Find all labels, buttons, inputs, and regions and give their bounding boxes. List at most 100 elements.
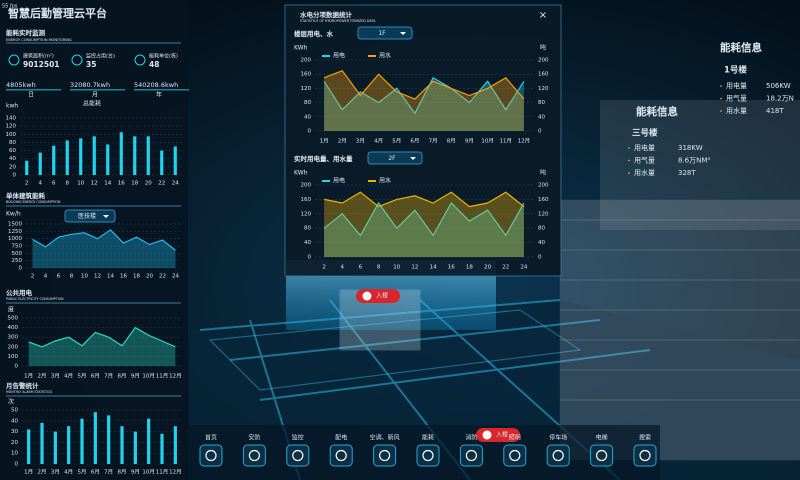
nav-button[interactable] [503,444,527,467]
x-tick-label: 10月 [142,373,155,380]
y-tick-label: 40 [9,156,16,162]
nav-button[interactable] [286,444,310,467]
x-tick-label: 2 [31,274,35,280]
x-tick-label: 10 [393,265,400,271]
y2-tick-label: 80 [538,226,545,232]
x-tick-label: 24 [172,181,179,187]
x-tick-label: 5月 [78,469,87,476]
x-tick-label: 20 [146,274,153,280]
nav-icon [292,449,304,462]
nav-button[interactable] [459,444,483,467]
nav-button[interactable] [242,444,266,467]
y2-tick-label: 120 [538,86,549,92]
nav-button[interactable] [373,444,397,467]
dropdown[interactable] [367,151,423,165]
y-tick-label: 0 [308,129,312,135]
area-fill [324,70,524,131]
y-tick-label: 20 [9,164,16,170]
nav-icon [639,449,651,462]
x-tick-label: 14 [107,274,114,280]
item-label: 用水量 [634,168,655,177]
x-tick-label: 10 [81,274,88,280]
legend-label: 用电 [333,52,345,60]
popup-title: 水电分项数据统计 [300,10,353,19]
y2-tick-label: 0 [538,255,542,261]
total-label: 年 [156,91,162,99]
total-bar [6,89,61,91]
x-tick-label: 7月 [104,373,113,380]
nav-label: 监控 [292,434,304,442]
legend-swatch [322,55,330,57]
x-tick-label: 2 [25,181,29,187]
y-tick-label: 300 [8,335,19,341]
stat-label: 能耗单位(栋) [149,53,178,60]
item-label: 用电量 [726,81,747,90]
bar [133,136,137,175]
stat-label: 监控占用(台) [86,53,115,60]
dropdown[interactable] [64,209,116,223]
item-value: 18.2万N [766,95,794,103]
y-tick-label: 500 [8,316,19,322]
line [32,229,176,251]
y-tick-label: 200 [301,183,312,189]
bullet [720,97,722,100]
x-tick-label: 12月 [169,469,182,476]
bar [79,138,83,175]
x-tick-label: 14 [430,265,437,271]
area-fill [324,77,524,131]
y-tick-label: 400 [8,325,19,331]
nav-button[interactable] [633,444,657,467]
nav-button[interactable] [329,444,353,467]
bar [53,431,57,464]
y-tick-label: 0 [308,255,312,261]
x-tick-label: 11月 [156,469,169,476]
item-label: 用电量 [634,143,655,152]
x-tick-label: 12月 [518,138,531,145]
chart-title: 单体建筑能耗 [6,191,46,200]
bar [173,426,177,464]
bullet [720,110,722,112]
nav-button[interactable] [416,444,440,467]
nav-button[interactable] [590,444,614,467]
x-tick-label: 16 [120,274,127,280]
dropdown[interactable] [357,26,413,40]
divider [6,302,181,304]
y2-tick-label: 120 [538,211,549,217]
x-tick-label: 1月 [320,138,329,145]
bar [65,140,69,175]
x-tick-label: 4月 [374,138,383,145]
line [323,191,525,208]
item-label: 用水量 [726,106,747,115]
nav-icon [422,449,434,462]
total-label: 日 [28,92,34,99]
bar [146,136,150,175]
y-tick-label: 40 [304,240,311,246]
x-tick-label: 5月 [78,373,87,380]
bar [133,431,137,464]
nav-button[interactable] [199,444,223,467]
total-value: 540208.6kwh [134,81,178,89]
divider [6,42,181,44]
card-title: 能耗信息 [720,41,762,54]
marker-label: 入楼 [376,292,388,300]
bar [80,418,84,464]
y-tick-label: 80 [9,140,16,146]
x-tick-label: 6 [359,265,363,271]
chart-title: 实时用电量、用水量 [294,154,353,163]
popup-close[interactable]: × [539,10,547,21]
x-tick-label: 9月 [465,138,474,145]
legend-swatch [368,180,376,182]
x-tick-label: 6月 [410,138,419,145]
bar [27,429,31,464]
divider [6,205,181,207]
y-tick-label: 80 [304,100,311,106]
y-tick-label: 1000 [8,236,22,242]
y-tick-label: 40 [304,114,311,120]
nav-button[interactable] [546,444,570,467]
stat-value: 9012501 [23,60,60,69]
nav-icon [552,449,564,462]
card-building: 1号楼 [724,65,747,76]
x-tick-label: 3月 [51,373,60,380]
x-tick-label: 4月 [64,469,73,476]
